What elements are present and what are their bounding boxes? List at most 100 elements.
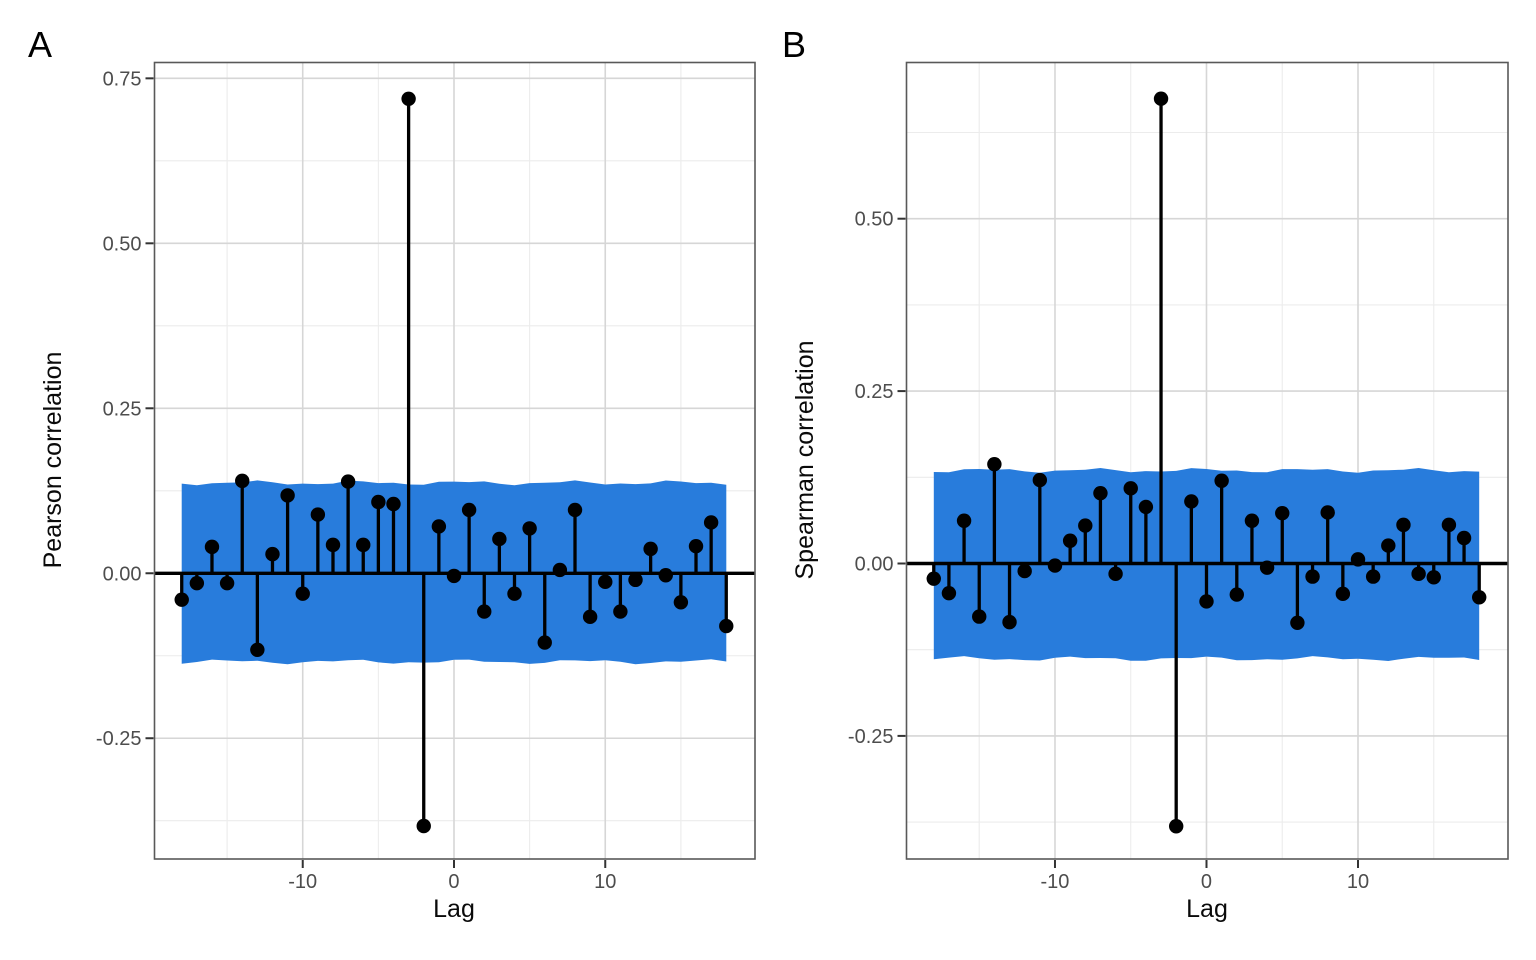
y-tick-label: 0.00 xyxy=(855,554,894,576)
point-lag--7 xyxy=(340,474,356,489)
point-lag-16 xyxy=(688,539,704,554)
panel-a-plot-area: -10 0 10 0.75 0.50 0.25 0.00 -0.25 xyxy=(96,61,756,893)
point-lag-4 xyxy=(1259,560,1275,575)
point-lag--8 xyxy=(1078,518,1093,533)
point-lag-8 xyxy=(1320,505,1335,520)
point-lag--13 xyxy=(250,642,265,658)
panel-b-tag: B xyxy=(782,24,806,65)
point-lag--3 xyxy=(401,91,416,106)
point-lag--11 xyxy=(280,488,295,503)
point-lag-17 xyxy=(703,515,719,530)
point-lag--8 xyxy=(325,537,341,553)
point-lag-10 xyxy=(1350,552,1366,567)
point-lag--1 xyxy=(1184,494,1199,509)
y-tick-label: -0.25 xyxy=(848,726,894,748)
point-lag--14 xyxy=(987,456,1002,472)
point-lag--4 xyxy=(1138,499,1154,515)
point-lag--2 xyxy=(416,818,431,834)
point-lag--15 xyxy=(219,575,235,591)
x-tick-label: 0 xyxy=(448,871,459,893)
point-lag-15 xyxy=(1426,570,1441,585)
point-lag-14 xyxy=(658,568,673,583)
point-lag-0 xyxy=(446,568,462,584)
point-lag-17 xyxy=(1456,530,1472,546)
y-tick-label: 0.25 xyxy=(103,398,142,420)
point-lag-9 xyxy=(1335,586,1351,602)
point-lag-2 xyxy=(1229,587,1244,602)
point-lag-13 xyxy=(643,541,658,557)
point-lag-7 xyxy=(552,562,568,578)
point-lag-7 xyxy=(1305,569,1320,584)
point-lag--16 xyxy=(956,513,972,528)
panel-a-y-axis-title: Pearson correlation xyxy=(39,352,67,569)
point-lag-12 xyxy=(1381,538,1396,553)
point-lag-6 xyxy=(1290,615,1305,631)
point-lag-11 xyxy=(1365,569,1381,584)
point-lag-9 xyxy=(582,609,598,625)
point-lag--17 xyxy=(941,585,957,601)
point-lag--15 xyxy=(972,609,987,624)
point-lag--13 xyxy=(1002,614,1017,630)
point-lag--3 xyxy=(1153,91,1169,106)
point-lag--5 xyxy=(371,494,386,510)
point-lag--16 xyxy=(204,539,220,555)
point-lag--10 xyxy=(1047,558,1063,573)
point-lag-2 xyxy=(477,604,492,619)
x-tick-label: 10 xyxy=(1347,871,1369,893)
panel-b-plot-area: -10 0 10 0.50 0.25 0.00 -0.25 xyxy=(848,61,1509,893)
point-lag-5 xyxy=(522,521,537,536)
point-lag--4 xyxy=(386,496,401,512)
point-lag--12 xyxy=(1017,563,1032,579)
y-tick-label: 0.75 xyxy=(103,68,142,90)
point-lag--7 xyxy=(1093,485,1108,501)
point-lag--18 xyxy=(926,571,941,586)
point-lag-0 xyxy=(1199,594,1214,609)
point-lag--18 xyxy=(174,592,189,607)
point-lag-6 xyxy=(537,635,552,650)
point-lag--10 xyxy=(295,586,310,601)
point-lag--2 xyxy=(1168,819,1184,834)
point-lag-5 xyxy=(1275,505,1290,521)
point-lag--12 xyxy=(265,546,280,562)
panel-b-y-axis-title: Spearman correlation xyxy=(791,340,819,579)
point-lag--11 xyxy=(1032,472,1048,488)
point-lag-1 xyxy=(461,502,477,518)
point-lag--9 xyxy=(1062,533,1078,548)
point-lag--17 xyxy=(189,575,205,591)
y-tick-label: 0.50 xyxy=(855,209,894,231)
panel-border xyxy=(153,61,756,860)
point-lag-3 xyxy=(1244,513,1260,528)
point-lag-4 xyxy=(507,586,522,601)
point-lag-8 xyxy=(567,502,583,518)
point-lag-1 xyxy=(1214,473,1229,488)
y-tick-label: 0.00 xyxy=(103,563,142,585)
panel-a-x-axis-title: Lag xyxy=(433,895,475,923)
point-lag--14 xyxy=(235,473,250,489)
x-tick-label: 0 xyxy=(1201,871,1212,893)
point-lag-18 xyxy=(719,618,734,634)
point-lag-12 xyxy=(628,572,643,588)
panel-b-x-axis-title: Lag xyxy=(1186,895,1228,923)
point-lag-3 xyxy=(492,531,507,547)
y-tick-label: 0.25 xyxy=(855,381,894,403)
point-lag-16 xyxy=(1441,517,1457,533)
point-lag--9 xyxy=(310,507,326,522)
point-lag-10 xyxy=(598,574,613,590)
point-lag--5 xyxy=(1123,481,1138,496)
panel-a-tag: A xyxy=(28,24,52,65)
y-tick-label: -0.25 xyxy=(96,728,142,750)
point-lag--1 xyxy=(431,519,447,534)
point-lag--6 xyxy=(1108,566,1123,582)
x-tick-label: -10 xyxy=(288,871,317,893)
point-lag-14 xyxy=(1411,566,1426,582)
x-tick-label: 10 xyxy=(594,871,616,893)
panel-border xyxy=(905,61,1509,860)
point-lag--6 xyxy=(356,537,371,553)
point-lag-13 xyxy=(1396,517,1411,533)
y-tick-label: 0.50 xyxy=(103,233,142,255)
point-lag-18 xyxy=(1472,590,1487,605)
x-tick-label: -10 xyxy=(1041,871,1070,893)
point-lag-11 xyxy=(613,604,628,619)
